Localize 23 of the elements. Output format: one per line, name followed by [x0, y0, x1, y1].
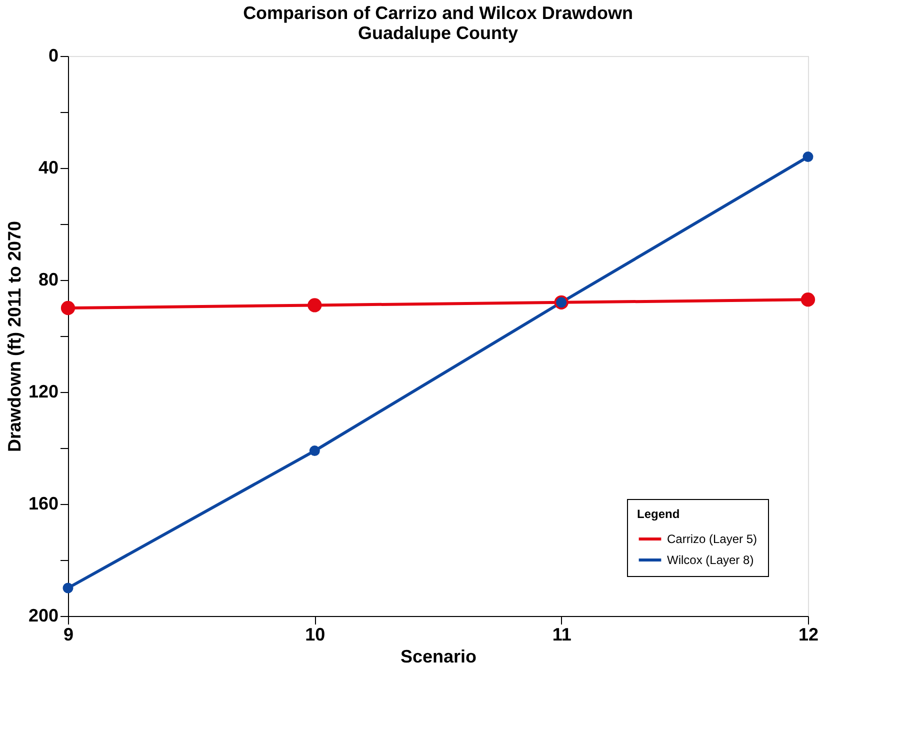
point: [802, 152, 814, 162]
y-tick-label: 120: [28, 382, 58, 402]
chart-subtitle: Guadalupe County: [358, 23, 518, 43]
point: [308, 298, 322, 312]
x-tick-label: 10: [305, 624, 326, 644]
point: [62, 582, 74, 594]
y-tick-label: 160: [28, 494, 58, 514]
y-axis-title: Drawdown (ft) 2011 to 2070: [4, 220, 24, 452]
x-tick-label: 11: [552, 624, 572, 644]
y-tick-label: 80: [38, 270, 58, 290]
x-axis-title: Scenario: [400, 646, 477, 666]
x-tick-label: 12: [798, 624, 819, 644]
legend-title: Legend: [637, 507, 680, 521]
point: [60, 300, 76, 316]
x-tick-label: 9: [63, 624, 74, 644]
legend-label: Carrizo (Layer 5): [667, 532, 758, 546]
chart-title: Comparison of Carrizo and Wilcox Drawdown: [243, 3, 633, 23]
point: [800, 292, 816, 307]
y-tick-label: 40: [38, 158, 58, 178]
y-tick-label: 200: [28, 606, 58, 626]
point: [309, 446, 320, 456]
legend-label: Wilcox (Layer 8): [667, 553, 754, 567]
y-tick-label: 0: [48, 46, 58, 66]
